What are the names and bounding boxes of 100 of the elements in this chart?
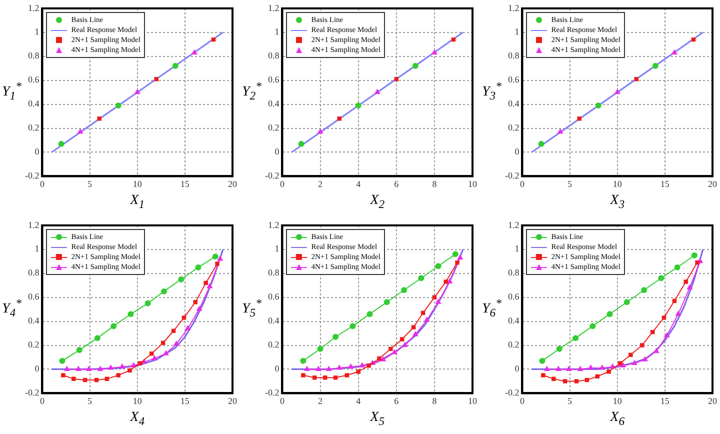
point — [359, 362, 366, 368]
point — [138, 361, 142, 366]
y-tick-label: 0.6 — [28, 74, 40, 85]
point — [97, 366, 104, 371]
point — [366, 311, 373, 318]
y-tick-label: 0 — [514, 146, 520, 157]
x-axis-title: X$_{2}$ — [368, 193, 386, 211]
point — [662, 316, 666, 320]
point — [400, 337, 404, 342]
x-tick-label: 2 — [318, 396, 323, 406]
y-tick-label: 0.2 — [508, 122, 520, 133]
point — [664, 332, 670, 338]
point — [562, 379, 568, 384]
point — [128, 311, 134, 318]
point — [539, 358, 546, 364]
x-tick-label: 10 — [468, 178, 478, 189]
x-tick-label: 15 — [180, 396, 190, 406]
y-tick-label: 1.2 — [268, 2, 280, 13]
point — [675, 310, 682, 316]
point — [94, 335, 100, 342]
y-tick-label: 1.2 — [508, 2, 520, 13]
point — [196, 306, 202, 312]
x-tick-label: 10 — [612, 178, 622, 189]
point — [455, 260, 460, 265]
point — [412, 330, 418, 336]
y-tick-label: -0.2 — [504, 388, 520, 398]
point — [555, 366, 562, 371]
point — [557, 128, 564, 134]
point — [541, 373, 546, 378]
point — [658, 275, 664, 282]
point — [317, 346, 324, 352]
x-tick-label: 10 — [612, 396, 622, 406]
point — [191, 49, 198, 54]
point — [624, 299, 630, 306]
point — [556, 346, 562, 352]
point — [206, 283, 213, 288]
y-tick-label: 0.6 — [268, 74, 280, 85]
point — [695, 260, 700, 265]
y-tick-label: 1.2 — [28, 2, 40, 13]
point — [412, 62, 418, 69]
y-tick-label: 1.2 — [268, 220, 280, 230]
point — [212, 254, 218, 260]
point — [172, 62, 178, 69]
y-tick-label: 0.2 — [268, 340, 280, 350]
point — [173, 340, 180, 346]
x-tick-label: 15 — [660, 178, 670, 189]
x-tick-label: 20 — [708, 178, 718, 189]
y-tick-label: 0 — [514, 364, 520, 374]
point — [215, 262, 220, 266]
point — [119, 363, 126, 369]
point — [671, 49, 678, 54]
point — [301, 373, 306, 378]
point — [128, 368, 132, 373]
y-tick-label: 1 — [514, 26, 520, 37]
point — [58, 140, 64, 147]
y-tick-label: 0 — [274, 146, 280, 157]
y-tick-label: 0.4 — [268, 98, 280, 109]
y-tick-label: 0.8 — [508, 268, 520, 278]
point — [336, 364, 342, 370]
point — [628, 352, 633, 357]
x-axis-title: X$_{3}$ — [608, 193, 626, 211]
point — [384, 299, 390, 306]
x-tick-label: 20 — [228, 178, 238, 189]
y-tick-label: 1 — [274, 244, 280, 254]
point — [115, 102, 122, 108]
y-tick-label: 1 — [274, 26, 280, 37]
point — [402, 342, 408, 348]
point — [566, 366, 572, 371]
x-tick-label: 10 — [132, 396, 142, 406]
point — [104, 376, 110, 381]
point — [332, 334, 339, 340]
y-tick-label: 0.6 — [28, 292, 40, 302]
y-tick-label: 1.2 — [508, 220, 520, 230]
point — [577, 116, 582, 121]
point — [577, 366, 584, 371]
y-tick-label: 0.4 — [28, 98, 40, 109]
point — [653, 348, 660, 353]
point — [182, 316, 186, 320]
x-tick-label: 4 — [356, 178, 362, 189]
point — [356, 370, 360, 374]
point — [77, 128, 84, 134]
point — [418, 275, 424, 282]
x-tick-label: 15 — [660, 396, 670, 406]
point — [686, 284, 693, 290]
point — [161, 288, 168, 294]
point — [151, 354, 158, 360]
x-tick-label: 5 — [568, 396, 573, 406]
y-tick-label: -0.2 — [504, 170, 520, 181]
point — [337, 116, 342, 121]
point — [595, 102, 602, 108]
point — [590, 323, 596, 330]
x-tick-label: 10 — [132, 178, 142, 189]
point — [457, 254, 464, 260]
point — [618, 361, 622, 366]
point — [59, 358, 66, 364]
point — [411, 325, 416, 330]
point — [72, 376, 76, 381]
point — [350, 323, 356, 330]
point — [162, 350, 169, 356]
point — [544, 366, 550, 371]
